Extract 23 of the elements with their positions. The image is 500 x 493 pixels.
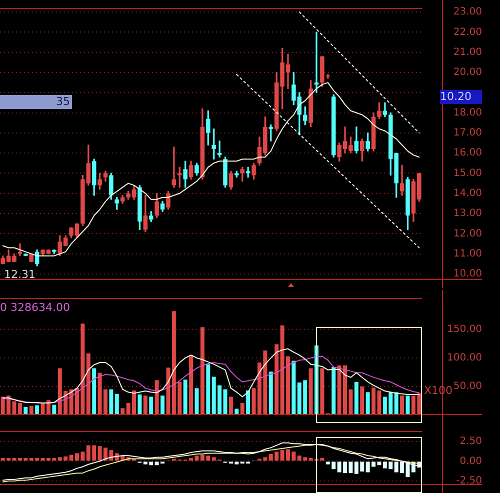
y-tick-label: 15.00 (453, 168, 482, 179)
y-tick-label: 22.00 (453, 26, 482, 38)
annotation: 12.31 (4, 268, 36, 282)
y-tick-label: 0.00 (460, 456, 482, 467)
y-tick-label: 23.00 (453, 6, 482, 18)
y-tick-label: 17.00 (453, 128, 482, 139)
y-tick-label: -2.50 (456, 476, 482, 487)
y-tick-label: 100.00 (447, 352, 482, 364)
label-box: 35 (0, 95, 72, 109)
y-tick-label: 2.50 (460, 436, 482, 447)
y-tick-label: 50.00 (453, 381, 482, 392)
y-tick-label: 150.00 (447, 324, 482, 335)
y-tick-label: 12.00 (453, 228, 482, 240)
y-tick-label: 16.00 (453, 148, 482, 159)
y-tick-label: 18.00 (453, 107, 482, 118)
y-tick-label: 20.00 (453, 67, 482, 78)
label-box: 10.20 (440, 90, 482, 104)
y-tick-label: 21.00 (453, 46, 482, 58)
y-tick-label: 13.00 (453, 208, 482, 220)
annotation: 0 328634.00 (0, 301, 70, 315)
y-tick-label: 11.00 (453, 248, 482, 260)
y-tick-label: 10.00 (453, 268, 482, 280)
y-tick-label: 14.00 (453, 188, 482, 199)
